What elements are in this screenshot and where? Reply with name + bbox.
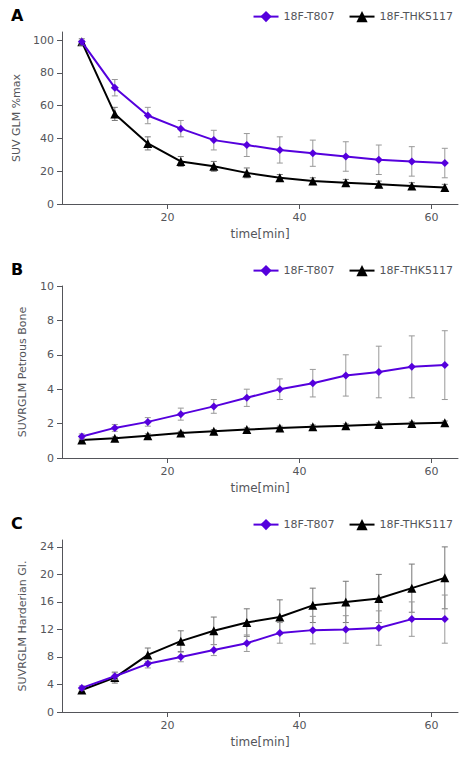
svg-text:100: 100 — [33, 34, 54, 47]
svg-text:SUVRGLM Petrous Bone: SUVRGLM Petrous Bone — [16, 307, 29, 438]
svg-text:18F-T807: 18F-T807 — [284, 518, 335, 531]
svg-text:60: 60 — [425, 465, 439, 478]
svg-text:80: 80 — [40, 66, 54, 79]
svg-text:SUVRGLM Harderian Gl.: SUVRGLM Harderian Gl. — [16, 561, 29, 692]
svg-text:18F-THK5117: 18F-THK5117 — [380, 518, 453, 531]
svg-text:4: 4 — [47, 383, 54, 396]
svg-text:20: 20 — [161, 465, 175, 478]
svg-text:20: 20 — [40, 568, 54, 581]
svg-text:20: 20 — [161, 719, 175, 732]
svg-text:40: 40 — [293, 719, 307, 732]
svg-text:20: 20 — [40, 165, 54, 178]
svg-text:60: 60 — [40, 99, 54, 112]
svg-text:60: 60 — [425, 211, 439, 224]
svg-text:18F-T807: 18F-T807 — [284, 264, 335, 277]
svg-text:A: A — [11, 6, 24, 25]
svg-text:40: 40 — [293, 465, 307, 478]
svg-text:6: 6 — [47, 348, 54, 361]
svg-text:18F-T807: 18F-T807 — [284, 10, 335, 23]
svg-text:C: C — [11, 514, 23, 533]
svg-text:time[min]: time[min] — [230, 481, 289, 495]
svg-text:8: 8 — [47, 314, 54, 327]
svg-text:60: 60 — [425, 719, 439, 732]
svg-text:12: 12 — [40, 623, 54, 636]
svg-text:20: 20 — [161, 211, 175, 224]
svg-text:SUV GLM %max: SUV GLM %max — [10, 73, 23, 162]
svg-text:time[min]: time[min] — [230, 227, 289, 241]
svg-text:18F-THK5117: 18F-THK5117 — [380, 10, 453, 23]
svg-text:40: 40 — [40, 132, 54, 145]
svg-text:0: 0 — [47, 198, 54, 211]
svg-text:2: 2 — [47, 417, 54, 430]
svg-text:8: 8 — [47, 650, 54, 663]
svg-text:10: 10 — [40, 280, 54, 293]
svg-text:16: 16 — [40, 595, 54, 608]
svg-text:time[min]: time[min] — [230, 735, 289, 749]
svg-text:4: 4 — [47, 678, 54, 691]
svg-text:0: 0 — [47, 452, 54, 465]
svg-text:40: 40 — [293, 211, 307, 224]
svg-text:0: 0 — [47, 706, 54, 719]
svg-text:18F-THK5117: 18F-THK5117 — [380, 264, 453, 277]
svg-text:24: 24 — [40, 540, 54, 553]
svg-text:B: B — [11, 260, 23, 279]
